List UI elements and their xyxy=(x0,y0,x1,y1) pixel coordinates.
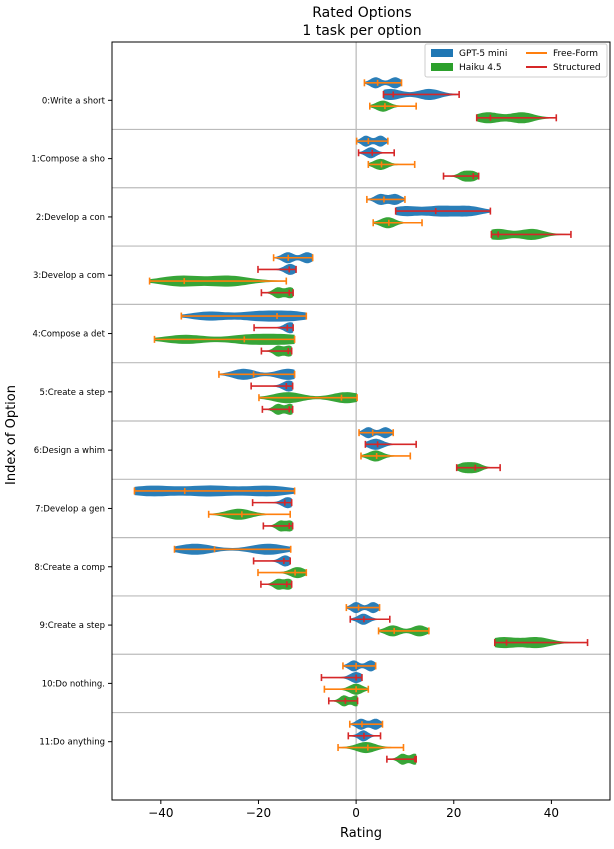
x-tick-label: 40 xyxy=(544,806,559,820)
x-axis-label: Rating xyxy=(340,826,382,841)
y-tick-label: 5:Create a step xyxy=(39,388,105,398)
x-tick-label: −40 xyxy=(148,806,173,820)
chart-title: Rated Options xyxy=(312,5,411,21)
violins xyxy=(133,77,589,765)
legend-swatch-haiku xyxy=(431,63,453,71)
y-tick-label: 8:Create a comp xyxy=(34,563,105,573)
y-tick-label: 11:Do anything xyxy=(39,738,105,748)
y-tick-label: 2:Develop a con xyxy=(36,213,105,223)
legend-swatch-gpt5mini xyxy=(431,49,453,57)
chart-subtitle: 1 task per option xyxy=(302,23,421,39)
x-tick-label: 20 xyxy=(446,806,461,820)
legend-label-haiku: Haiku 4.5 xyxy=(459,63,502,73)
y-tick-label: 3:Develop a com xyxy=(33,271,105,281)
legend-label-gpt5mini: GPT-5 mini xyxy=(459,49,507,59)
legend: GPT-5 mini Haiku 4.5 Free-Form Structure… xyxy=(424,43,608,78)
y-tick-label: 7:Develop a gen xyxy=(35,504,105,514)
axis-ticks: −40 −20 0 20 40 0:Write a short 1:Compose a sh… xyxy=(31,96,559,820)
y-tick-label: 6:Design a whim xyxy=(34,446,105,456)
y-axis-label: Index of Option xyxy=(4,385,19,485)
grid xyxy=(112,42,610,800)
y-tick-label: 10:Do nothing. xyxy=(42,679,105,689)
x-tick-label: −20 xyxy=(246,806,271,820)
y-tick-label: 4:Compose a det xyxy=(32,330,105,340)
plot-frame xyxy=(111,41,611,801)
y-tick-label: 1:Compose a sho xyxy=(31,155,105,165)
legend-label-freeform: Free-Form xyxy=(553,49,598,59)
x-tick-label: 0 xyxy=(352,806,360,820)
y-tick-label: 9:Create a step xyxy=(39,621,105,631)
y-tick-label: 0:Write a short xyxy=(42,96,106,106)
legend-label-structured: Structured xyxy=(553,63,601,73)
